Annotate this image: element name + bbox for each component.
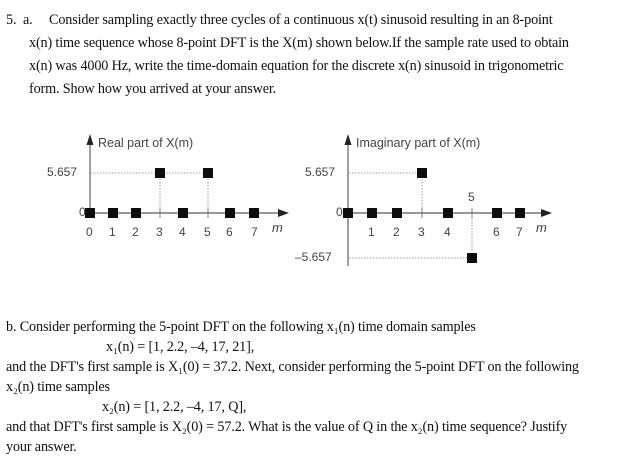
imag-chart-title: Imaginary part of X(m) <box>356 136 480 150</box>
part-a-line-4: form. Show how you arrived at your answe… <box>29 81 277 97</box>
problem-number: 5. <box>6 12 17 28</box>
part-a-line-1: Consider sampling exactly three cycles o… <box>49 12 553 28</box>
real-x-tick-4: 4 <box>179 225 186 239</box>
part-a-line-3: x(n) was 4000 Hz, write the time-domain … <box>29 58 564 74</box>
imag-y-tick-top: 5.657 <box>305 165 336 179</box>
real-y-tick-zero: 0 <box>79 205 86 219</box>
real-part-chart <box>85 134 289 218</box>
imaginary-part-chart <box>343 134 552 266</box>
part-b-line-3: and the DFT's first sample is X₁(0) = 37… <box>6 359 579 375</box>
imag-x-tick-6: 6 <box>493 225 500 239</box>
imag-y-tick-bottom: –5.657 <box>295 250 332 264</box>
real-x-tick-7: 7 <box>251 225 258 239</box>
real-x-tick-5: 5 <box>204 225 211 239</box>
part-b-line-6: and that DFT's first sample is X₂(0) = 5… <box>6 419 568 435</box>
real-chart-title: Real part of X(m) <box>98 136 193 150</box>
imag-chart-title-text: Imaginary part of X(m) <box>356 136 481 150</box>
real-x-tick-3: 3 <box>156 225 163 239</box>
imag-x-tick-4: 4 <box>444 225 451 239</box>
real-chart-title-text: Real part of X(m) <box>98 136 194 150</box>
real-x-tick-2: 2 <box>132 225 139 239</box>
real-x-axis-label: m <box>272 220 283 235</box>
part-b-line-1: b. Consider performing the 5-point DFT o… <box>6 319 476 335</box>
dft-charts <box>85 134 552 266</box>
part-a-line-2: x(n) time sequence whose 8-point DFT is … <box>29 35 569 51</box>
part-b-line-7: your answer. <box>6 439 77 455</box>
imag-y-tick-zero: 0 <box>336 205 343 219</box>
real-y-tick-top: 5.657 <box>47 165 78 179</box>
part-b-x2-sequence: x₂(n) = [1, 2.2, –4, 17, Q], <box>102 399 247 415</box>
part-a-label: a. <box>23 12 33 28</box>
real-x-tick-1: 1 <box>109 225 116 239</box>
imag-x-axis-label: m <box>536 220 547 235</box>
imag-x-tick-3: 3 <box>418 225 425 239</box>
imag-x-tick-1: 1 <box>368 225 375 239</box>
imag-x-tick-2: 2 <box>393 225 400 239</box>
real-x-tick-6: 6 <box>226 225 233 239</box>
part-b-line-4: x₂(n) time samples <box>6 379 110 395</box>
imag-x-tick-7: 7 <box>516 225 523 239</box>
real-x-tick-0: 0 <box>86 225 93 239</box>
part-b-x1-sequence: x₁(n) = [1, 2.2, –4, 17, 21], <box>106 339 255 355</box>
imag-x-tick-5: 5 <box>468 190 475 204</box>
